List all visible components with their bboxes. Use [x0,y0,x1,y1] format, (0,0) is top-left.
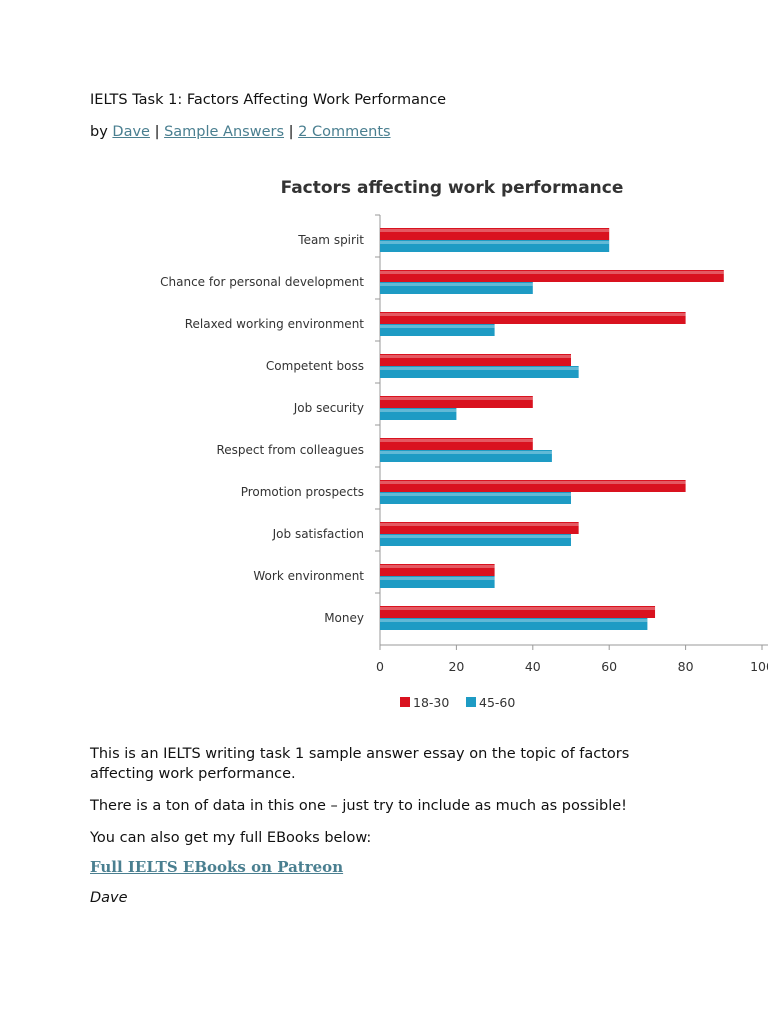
bar-highlight [380,271,724,274]
by-prefix: by [90,124,108,140]
signature: Dave [90,890,128,906]
page-title: IELTS Task 1: Factors Affecting Work Per… [90,92,447,108]
category-link[interactable]: Sample Answers [164,124,285,140]
bar-45-60 [380,324,495,336]
bar-highlight [380,409,457,412]
x-tick-label: 80 [678,659,694,674]
chart-title: Factors affecting work performance [281,178,624,198]
category-label: Relaxed working environment [185,317,365,331]
category-label: Job satisfaction [272,527,364,541]
bar-highlight [380,577,495,580]
bar-highlight [380,355,571,358]
category-label: Chance for personal development [160,275,364,289]
bar-highlight [380,535,571,538]
bar-45-60 [380,450,552,462]
bar-18-30 [380,480,686,492]
category-label: Competent boss [266,359,364,373]
ebook-link[interactable]: Full IELTS EBooks on Patreon [90,858,344,876]
bar-highlight [380,607,656,610]
byline: by Dave | Sample Answers | 2 Comments [90,124,391,140]
bar-highlight [380,229,610,232]
bar-18-30 [380,354,571,366]
bar-highlight [380,241,610,244]
legend-swatch [400,697,410,707]
bar-45-60 [380,492,571,504]
bar-highlight [380,397,533,400]
comments-link[interactable]: 2 Comments [298,124,391,140]
bar-highlight [380,481,686,484]
bar-highlight [380,619,648,622]
x-tick-label: 20 [448,659,464,674]
category-label: Promotion prospects [241,485,364,499]
legend-label: 18-30 [413,695,449,710]
byline-separator: | [154,124,160,140]
category-label: Team spirit [297,233,364,247]
bar-18-30 [380,522,579,534]
bar-highlight [380,313,686,316]
x-tick-label: 100 [750,659,768,674]
category-label: Respect from colleagues [217,443,365,457]
bar-highlight [380,283,533,286]
bar-chart: Factors affecting work performance Team s… [160,178,768,710]
legend-label: 45-60 [479,695,515,710]
tip-paragraph: There is a ton of data in this one – jus… [90,798,627,814]
bar-45-60 [380,282,533,294]
x-tick-label: 60 [601,659,617,674]
bar-highlight [380,367,579,370]
bar-18-30 [380,438,533,450]
author-link[interactable]: Dave [112,124,150,140]
x-tick-label: 40 [525,659,541,674]
x-tick-label: 0 [376,659,384,674]
bar-18-30 [380,228,610,240]
chart-figure: Factors affecting work performance Team s… [120,165,768,725]
bar-45-60 [380,618,648,630]
bar-45-60 [380,408,457,420]
intro-paragraph: This is an IELTS writing task 1 sample a… [90,746,630,782]
ebook-paragraph: You can also get my full EBooks below: [90,830,372,846]
bar-highlight [380,325,495,328]
bar-18-30 [380,606,656,618]
byline-separator: | [288,124,294,140]
category-label: Money [324,611,364,625]
bar-45-60 [380,366,579,378]
bar-highlight [380,451,552,454]
bar-45-60 [380,534,571,546]
bar-highlight [380,523,579,526]
category-label: Work environment [253,569,364,583]
bar-highlight [380,493,571,496]
bar-45-60 [380,240,610,252]
bar-highlight [380,439,533,442]
bar-highlight [380,565,495,568]
bar-18-30 [380,312,686,324]
legend-swatch [466,697,476,707]
bar-45-60 [380,576,495,588]
bar-18-30 [380,564,495,576]
bar-18-30 [380,270,724,282]
bar-18-30 [380,396,533,408]
category-label: Job security [293,401,364,415]
